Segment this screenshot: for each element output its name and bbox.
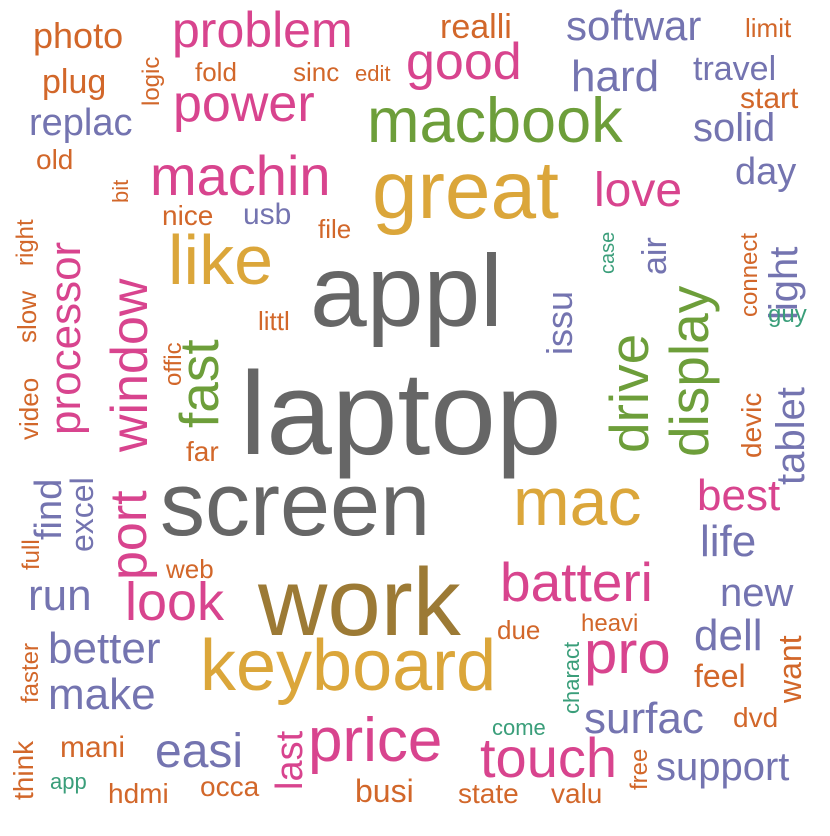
word-processor: processor [41,241,90,435]
word-screen: screen [160,455,431,555]
word-dvd: dvd [733,702,779,733]
word-port: port [100,490,158,580]
word-busi: busi [355,773,414,809]
word-travel: travel [693,50,777,88]
word-batteri: batteri [500,551,653,613]
word-pro: pro [584,619,671,686]
word-case: case [597,231,619,274]
word-power: power [173,75,315,133]
word-window: window [101,278,159,452]
word-life: life [700,517,757,566]
word-due: due [497,615,541,645]
word-full: full [18,539,45,570]
word-hdmi: hdmi [108,778,169,809]
word-come: come [492,715,546,740]
word-price: price [308,706,443,775]
word-state: state [458,778,519,809]
word-surfac: surfac [584,694,704,743]
word-charact: charact [559,641,584,714]
word-make: make [48,670,156,719]
word-plug: plug [42,63,107,101]
word-love: love [594,164,683,217]
word-good: good [406,33,522,91]
word-devic: devic [736,392,767,458]
word-keyboard: keyboard [200,626,497,706]
word-find: find [28,478,70,540]
word-offic: offic [160,342,187,386]
word-edit: edit [355,61,391,86]
word-problem: problem [172,2,353,58]
word-machin: machin [150,144,331,207]
word-look: look [125,572,225,632]
word-laptop: laptop [240,348,562,480]
word-sinc: sinc [293,57,340,87]
word-start: start [740,82,799,115]
word-issu: issu [539,290,580,355]
word-connect: connect [736,232,763,317]
word-old: old [36,144,74,175]
word-support: support [656,745,790,789]
word-heavi: heavi [581,610,639,637]
word-right: right [12,219,39,266]
word-app: app [50,769,87,794]
word-better: better [48,624,161,673]
word-solid: solid [693,106,776,150]
word-dell: dell [694,611,763,660]
word-display: display [658,285,720,457]
word-run: run [28,571,92,620]
word-air: air [636,237,674,275]
word-slow: slow [12,290,42,343]
word-easi: easi [155,725,244,778]
word-last: last [269,730,311,790]
word-bit: bit [108,179,133,203]
word-photo: photo [33,15,124,56]
word-video: video [14,377,44,440]
word-feel: feel [694,658,746,694]
word-macbook: macbook [367,86,623,156]
word-nice: nice [162,200,214,231]
word-faster: faster [17,642,44,703]
word-think: think [8,740,39,800]
word-want: want [772,635,808,703]
word-new: new [720,571,794,615]
word-fold: fold [195,57,237,87]
word-touch: touch [480,726,617,789]
word-great: great [372,145,559,236]
word-work: work [258,549,461,656]
word-logic: logic [138,56,165,106]
word-guy: guy [768,301,807,328]
word-littl: littl [258,306,290,336]
word-valu: valu [551,778,603,809]
word-mani: mani [60,731,126,764]
word-far: far [186,436,219,467]
word-mac: mac [513,464,642,540]
word-replac: replac [29,102,133,144]
word-hard: hard [571,52,660,101]
word-appl: appl [310,234,503,348]
word-drive: drive [598,333,660,453]
word-best: best [697,471,781,520]
word-excel: excel [64,477,100,552]
word-softwar: softwar [566,2,702,49]
word-free: free [626,748,653,790]
word-like: like [168,221,274,299]
word-realli: realli [440,8,512,46]
word-limit: limit [745,13,792,43]
word-day: day [735,151,797,193]
word-file: file [318,214,352,244]
word-occa: occa [200,771,260,802]
word-web: web [166,554,214,584]
word-usb: usb [243,198,292,231]
word-tablet: tablet [769,387,813,485]
